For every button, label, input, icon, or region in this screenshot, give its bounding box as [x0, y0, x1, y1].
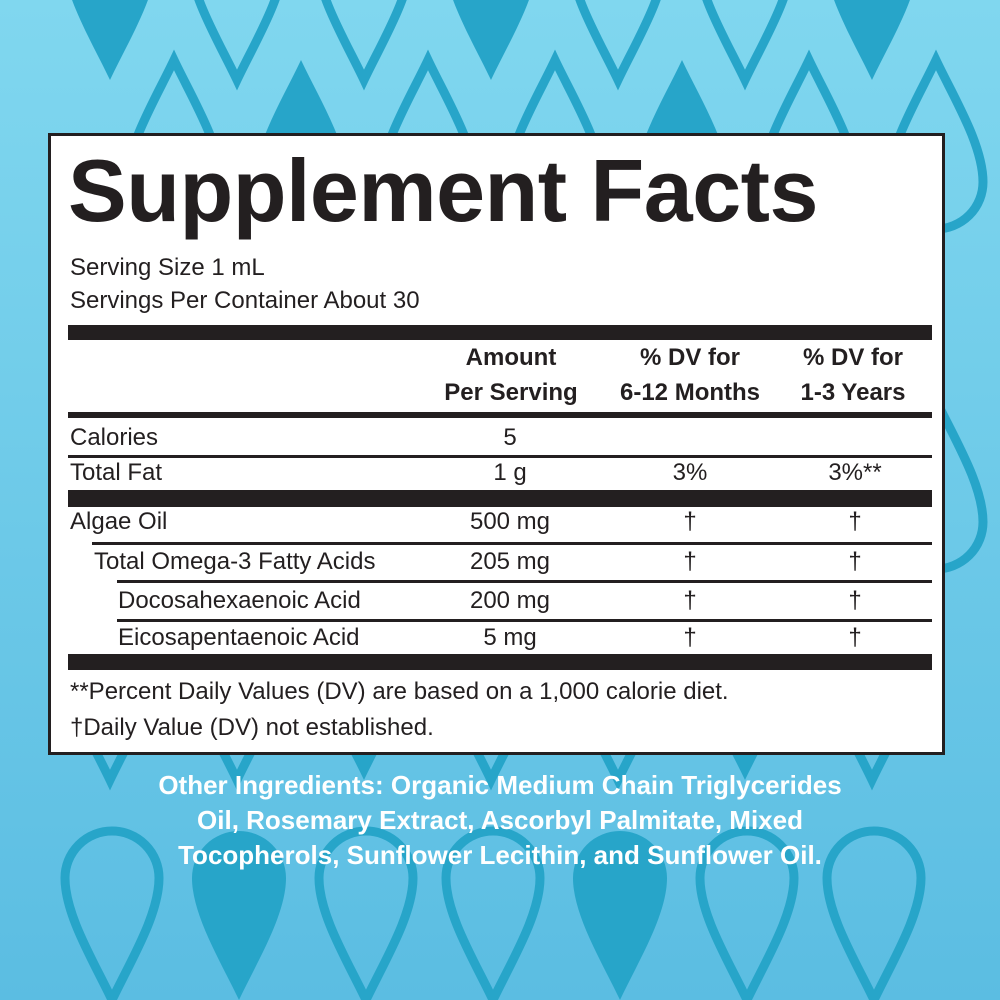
row-divider [92, 542, 932, 545]
other-ingredients-line: Oil, Rosemary Extract, Ascorbyl Palmitat… [197, 805, 803, 835]
nutrient-name: Docosahexaenoic Acid [118, 587, 361, 614]
nutrient-amount: 500 mg [469, 508, 551, 535]
nutrient-amount: 5 mg [483, 624, 537, 651]
divider-thick [68, 325, 932, 340]
nutrient-amount: 205 mg [469, 548, 551, 575]
row-divider [117, 619, 932, 622]
footnote-dv-not-established: †Daily Value (DV) not established. [70, 714, 434, 741]
nutrient-name: Algae Oil [70, 508, 168, 535]
divider-medium [68, 412, 932, 418]
nutrient-dv-infant: † [683, 508, 697, 535]
other-ingredients-line: Tocopherols, Sunflower Lecithin, and Sun… [178, 840, 822, 870]
water-drop-icon [441, 826, 545, 1000]
water-drop-icon [575, 0, 661, 91]
serving-size: Serving Size 1 mL [70, 254, 265, 281]
other-ingredients-line: Other Ingredients: Organic Medium Chain … [158, 770, 842, 800]
nutrient-dv-child: † [848, 624, 862, 651]
header-dv-child-2: 1-3 Years [800, 379, 906, 406]
nutrient-dv-child: 3%** [828, 459, 882, 486]
water-drop-icon [822, 826, 926, 1000]
water-drop-icon [453, 0, 529, 80]
nutrient-dv-infant: † [683, 548, 697, 575]
divider-thick [68, 654, 932, 670]
water-drop-icon [573, 831, 667, 1000]
header-amount-1: Amount [465, 344, 557, 371]
row-divider [117, 580, 932, 583]
water-drop-icon [321, 0, 407, 91]
header-dv-infant-2: 6-12 Months [619, 379, 761, 406]
header-dv-child-1: % DV for [802, 344, 904, 371]
nutrient-name: Total Fat [70, 459, 163, 486]
water-drop-icon [72, 0, 148, 80]
nutrient-amount: 5 [503, 424, 517, 451]
header-amount-2: Per Serving [444, 379, 578, 406]
water-drop-icon [194, 0, 280, 91]
nutrient-dv-infant: † [683, 587, 697, 614]
nutrient-dv-child: † [848, 587, 862, 614]
nutrient-amount: 200 mg [469, 587, 551, 614]
water-drop-icon [60, 826, 164, 1000]
row-divider [68, 455, 932, 458]
nutrient-dv-infant: † [683, 624, 697, 651]
water-drop-icon [192, 831, 286, 1000]
servings-per-container: Servings Per Container About 30 [70, 287, 420, 314]
nutrient-name: Total Omega-3 Fatty Acids [94, 548, 376, 575]
water-drop-icon [702, 0, 788, 91]
water-drop-icon [695, 826, 799, 1000]
footnote-dv-basis: **Percent Daily Values (DV) are based on… [70, 678, 729, 705]
nutrient-name: Calories [70, 424, 159, 451]
water-drop-icon [834, 0, 910, 80]
nutrient-dv-child: † [848, 508, 862, 535]
nutrient-dv-child: † [848, 548, 862, 575]
nutrient-dv-infant: 3% [672, 459, 708, 486]
label-title: Supplement Facts [68, 141, 818, 240]
nutrient-name: Eicosapentaenoic Acid [118, 624, 360, 651]
header-dv-infant-1: % DV for [639, 344, 741, 371]
other-ingredients: Other Ingredients: Organic Medium Chain … [0, 768, 1000, 873]
supplement-facts-panel [48, 133, 945, 755]
row-divider [68, 490, 932, 507]
water-drop-icon [314, 826, 418, 1000]
nutrient-amount: 1 g [493, 459, 527, 486]
